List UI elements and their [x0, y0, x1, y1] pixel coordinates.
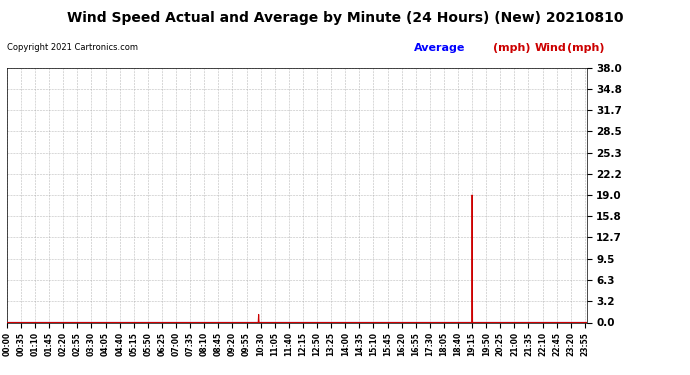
Text: (mph): (mph) [567, 43, 604, 53]
Text: (mph): (mph) [493, 43, 531, 53]
Text: Wind: Wind [535, 43, 566, 53]
Text: Copyright 2021 Cartronics.com: Copyright 2021 Cartronics.com [7, 43, 138, 52]
Text: Wind Speed Actual and Average by Minute (24 Hours) (New) 20210810: Wind Speed Actual and Average by Minute … [67, 11, 623, 25]
Text: Average: Average [414, 43, 465, 53]
